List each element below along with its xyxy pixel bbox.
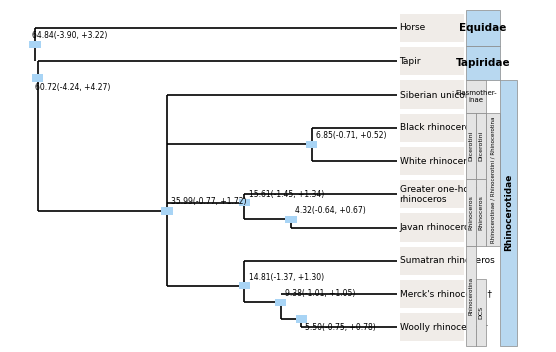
Bar (466, 46, 500, 80)
Text: White rhinoceros: White rhinoceros (400, 157, 476, 165)
Text: Rhinocerotidae: Rhinocerotidae (504, 174, 513, 251)
Bar (285, 215, 296, 223)
Text: 15.61(-1.45, +1.34): 15.61(-1.45, +1.34) (249, 190, 324, 199)
Bar (161, 207, 172, 215)
Text: Siberian unicorn †: Siberian unicorn † (400, 90, 481, 99)
Bar (400, 114, 464, 142)
Bar (466, 179, 476, 246)
Bar (500, 80, 518, 346)
Bar (306, 141, 317, 148)
Text: 60.72(-4.24, +4.27): 60.72(-4.24, +4.27) (35, 83, 111, 92)
Text: 5.50(-0.75, +0.78): 5.50(-0.75, +0.78) (305, 323, 376, 332)
Bar (466, 10, 500, 46)
Bar (275, 299, 286, 306)
Bar (400, 14, 464, 42)
Bar (466, 246, 476, 346)
Text: Sumatran rhinoceros: Sumatran rhinoceros (400, 256, 494, 265)
Text: Tapiridae: Tapiridae (456, 58, 510, 68)
Text: Rhinocerotinae / Rhinocerotini / Rhinocerotina: Rhinocerotinae / Rhinocerotini / Rhinoce… (491, 116, 496, 243)
Text: Dicerotini: Dicerotini (479, 131, 484, 161)
Text: Rhinoceros: Rhinoceros (479, 195, 484, 230)
Text: 9.38(-1.01, +1.05): 9.38(-1.01, +1.05) (285, 289, 355, 298)
Bar (400, 280, 464, 308)
Bar (239, 282, 250, 289)
Bar (476, 179, 486, 246)
Bar (476, 279, 486, 346)
Bar (400, 247, 464, 275)
Text: 4.32(-0.64, +0.67): 4.32(-0.64, +0.67) (295, 206, 366, 215)
Bar (400, 47, 464, 75)
Text: Rhinocerotina: Rhinocerotina (468, 277, 473, 315)
Bar (400, 213, 464, 242)
Text: Equidae: Equidae (459, 23, 507, 33)
Bar (476, 113, 486, 179)
Text: Black rhinoceros: Black rhinoceros (400, 123, 474, 132)
Text: Greater one-horned
rhinoceros: Greater one-horned rhinoceros (400, 184, 489, 204)
Bar (239, 199, 250, 206)
Bar (400, 313, 464, 341)
Bar (466, 80, 486, 113)
Text: Tapir: Tapir (400, 57, 421, 66)
Bar (400, 180, 464, 208)
Text: 35.99(-0.77, +1.72): 35.99(-0.77, +1.72) (171, 197, 246, 206)
Text: Dicerotini: Dicerotini (468, 131, 473, 161)
Text: Javan rhinoceros: Javan rhinoceros (400, 223, 475, 232)
Text: 6.85(-0.71, +0.52): 6.85(-0.71, +0.52) (316, 131, 386, 140)
Bar (29, 41, 41, 48)
Bar (486, 113, 500, 246)
Bar (466, 113, 476, 179)
Text: Woolly rhinoceros †: Woolly rhinoceros † (400, 323, 487, 332)
Bar (32, 74, 43, 82)
Bar (296, 315, 307, 323)
Text: 14.81(-1.37, +1.30): 14.81(-1.37, +1.30) (249, 273, 324, 282)
Bar (400, 80, 464, 109)
Text: DCS: DCS (479, 306, 484, 319)
Text: Horse: Horse (400, 24, 426, 32)
Text: Elasmother-
inae: Elasmother- inae (455, 90, 497, 103)
Text: Merck's rhinoceros †: Merck's rhinoceros † (400, 290, 492, 298)
Text: Rhinoceros: Rhinoceros (468, 195, 473, 230)
Text: 64.84(-3.90, +3.22): 64.84(-3.90, +3.22) (32, 31, 108, 40)
Bar (400, 147, 464, 175)
